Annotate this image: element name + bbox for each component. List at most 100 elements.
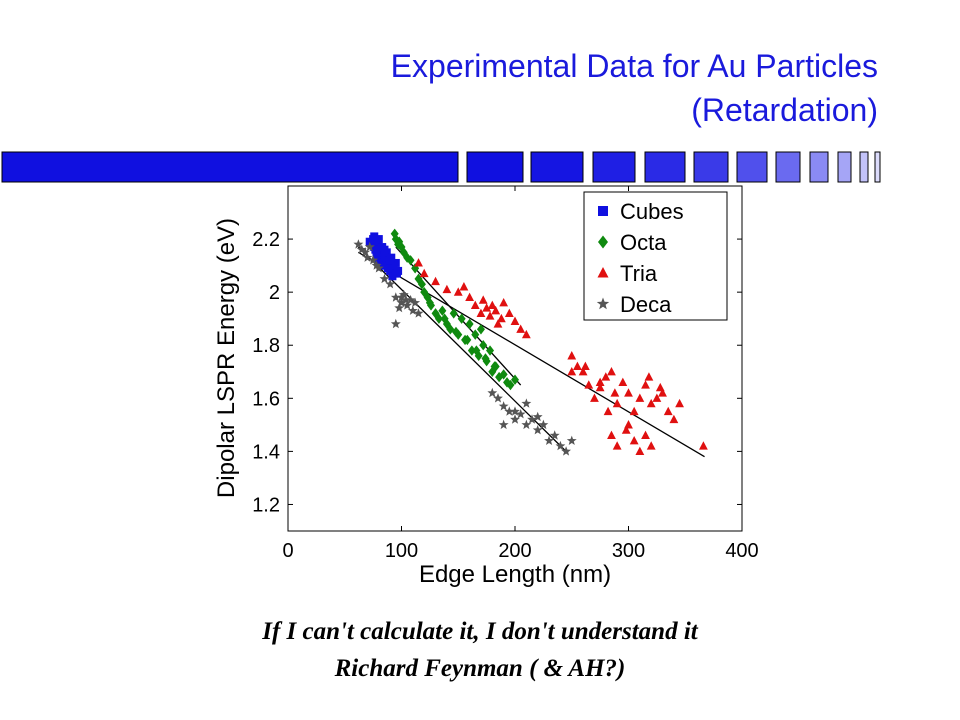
series-tria bbox=[414, 258, 708, 455]
cubes-point bbox=[375, 248, 384, 257]
deca-point bbox=[396, 297, 407, 307]
tria-point bbox=[629, 435, 639, 445]
octa-point bbox=[438, 305, 447, 316]
series-deca bbox=[353, 239, 577, 456]
deca-point bbox=[566, 435, 577, 445]
octa-point bbox=[465, 318, 474, 330]
tria-point bbox=[478, 295, 488, 304]
deca-point bbox=[373, 263, 384, 273]
tria-point bbox=[658, 388, 667, 397]
cubes-point bbox=[383, 264, 392, 273]
deca-point bbox=[396, 292, 407, 302]
axis-ticks: 0 100 200 300 400 1.2 1.4 1.6 1.8 2 2.2 bbox=[252, 186, 759, 562]
octa-point bbox=[481, 353, 490, 364]
deca-point bbox=[521, 419, 532, 430]
tria-point bbox=[510, 316, 520, 325]
cubes-point bbox=[380, 245, 389, 254]
series-cubes bbox=[365, 232, 403, 281]
octa-point bbox=[490, 361, 499, 372]
octa-point bbox=[479, 340, 488, 351]
tria-point bbox=[663, 406, 673, 416]
x-tick-label: 400 bbox=[725, 540, 758, 562]
legend: Cubes Octa Tria Deca bbox=[583, 191, 728, 321]
tria-point bbox=[655, 382, 665, 392]
y-tick-label: 1.4 bbox=[252, 441, 280, 463]
cubes-point bbox=[379, 261, 388, 270]
deca-point bbox=[498, 401, 509, 411]
cubes-point bbox=[374, 258, 383, 267]
tria-point bbox=[641, 430, 650, 440]
legend-label-cubes: Cubes bbox=[620, 199, 684, 224]
deca-point bbox=[390, 318, 401, 329]
tria-point bbox=[641, 380, 650, 389]
deca-point bbox=[390, 292, 401, 302]
octa-point bbox=[411, 263, 420, 274]
tria-point bbox=[607, 430, 616, 440]
quote-line1: If I can't calculate it, I don't underst… bbox=[262, 618, 698, 645]
tria-point bbox=[601, 372, 611, 381]
tria-point bbox=[470, 300, 480, 310]
octa-point bbox=[399, 247, 408, 258]
x-axis-label: Edge Length (nm) bbox=[419, 561, 611, 588]
tria-point bbox=[578, 366, 588, 376]
tria-point bbox=[629, 406, 639, 416]
legend-marker-cubes bbox=[598, 206, 608, 216]
chart-container: 0 100 200 300 400 1.2 1.4 1.6 1.8 2 2.2 Cubes Octa T… bbox=[200, 180, 770, 590]
tria-point bbox=[504, 308, 514, 317]
octa-point bbox=[486, 345, 495, 356]
tria-point bbox=[595, 377, 605, 386]
octa-point bbox=[390, 228, 399, 239]
tria-point bbox=[482, 303, 492, 312]
deca-point bbox=[405, 294, 416, 305]
y-tick-label: 1.2 bbox=[252, 494, 280, 516]
deca-point bbox=[353, 239, 364, 249]
y-tick-label: 1.6 bbox=[252, 388, 280, 410]
deca-point bbox=[555, 440, 566, 451]
tria-point bbox=[621, 425, 631, 434]
x-tick-label: 200 bbox=[498, 540, 531, 562]
y-tick-label: 2.2 bbox=[252, 229, 280, 251]
data-points bbox=[353, 228, 708, 456]
legend-label-tria: Tria bbox=[620, 261, 658, 286]
tria-point bbox=[580, 361, 590, 371]
y-tick-label: 2 bbox=[269, 282, 280, 304]
cubes-point bbox=[371, 245, 380, 254]
deca-point bbox=[538, 419, 549, 430]
deca-point bbox=[398, 289, 409, 299]
legend-label-deca: Deca bbox=[620, 292, 672, 317]
deca-point bbox=[356, 244, 367, 254]
tria-point bbox=[465, 292, 474, 302]
deca-point bbox=[532, 425, 543, 435]
octa-point bbox=[467, 345, 476, 356]
fit-line-2 bbox=[358, 251, 705, 458]
deca-point bbox=[368, 255, 379, 265]
tria-point bbox=[669, 414, 679, 424]
tria-point bbox=[607, 366, 616, 376]
octa-point bbox=[463, 334, 472, 346]
slide-title-line1: Experimental Data for Au Particles bbox=[390, 48, 878, 84]
x-tick-label: 100 bbox=[385, 540, 418, 562]
tria-point bbox=[521, 329, 531, 339]
octa-point bbox=[506, 379, 515, 391]
tria-point bbox=[635, 393, 645, 402]
octa-point bbox=[442, 318, 451, 330]
octa-point bbox=[420, 286, 429, 298]
deca-point bbox=[401, 294, 411, 305]
quote-attribution: Richard Feynman ( & AH?) bbox=[334, 655, 626, 682]
deca-point bbox=[510, 406, 520, 416]
tria-point bbox=[595, 382, 605, 392]
tria-point bbox=[442, 284, 452, 294]
tria-point bbox=[476, 308, 486, 317]
cubes-point bbox=[389, 261, 398, 270]
octa-point bbox=[499, 369, 508, 380]
octa-point bbox=[425, 297, 434, 308]
tria-point bbox=[453, 287, 463, 296]
cubes-point bbox=[380, 251, 389, 259]
tria-point bbox=[646, 441, 656, 450]
cubes-point bbox=[370, 232, 379, 241]
octa-point bbox=[457, 313, 466, 324]
tria-point bbox=[652, 393, 662, 402]
octa-point bbox=[406, 255, 415, 266]
tria-point bbox=[499, 297, 509, 307]
deca-point bbox=[402, 300, 413, 310]
